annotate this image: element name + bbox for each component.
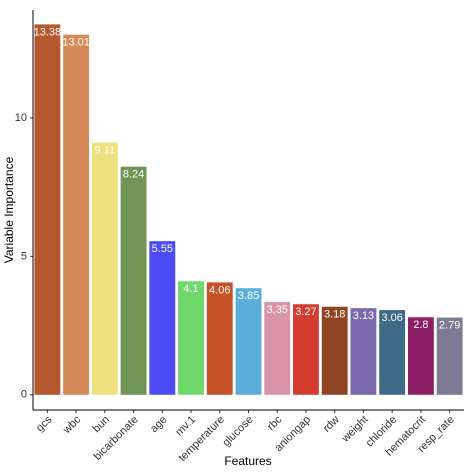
value-label: 3.35 [267, 304, 288, 316]
x-tick-label: glucose [220, 414, 255, 449]
value-label: 4.1 [183, 283, 198, 295]
x-tick-label: gcs [34, 413, 55, 434]
y-axis-title: Variable Importance [2, 156, 16, 263]
bar [321, 306, 348, 395]
bar [350, 308, 377, 395]
bar [436, 317, 463, 395]
y-tick-label: 10 [15, 112, 27, 124]
x-tick-label: mv.1 [173, 414, 198, 439]
value-label: 2.8 [413, 319, 428, 331]
y-tick-label: 5 [21, 250, 27, 262]
value-label: 9.11 [95, 145, 116, 157]
value-label: 4.06 [209, 284, 230, 296]
bar [264, 302, 291, 395]
bar [379, 310, 406, 395]
bar [63, 34, 90, 395]
x-tick-label: rbc [265, 413, 285, 433]
x-tick-label: wbc [60, 413, 83, 436]
bar [178, 281, 204, 395]
bar [149, 241, 176, 395]
x-tick-label: rdw [321, 414, 342, 435]
x-tick-label: bun [91, 414, 112, 435]
y-tick-label: 0 [21, 389, 27, 401]
value-label: 3.27 [295, 306, 316, 318]
bar [206, 282, 233, 395]
value-label: 8.24 [123, 169, 144, 181]
bar [120, 166, 147, 395]
bar [34, 24, 61, 395]
bar [91, 142, 118, 395]
x-tick-label: age [148, 414, 169, 435]
value-label: 3.18 [324, 309, 345, 321]
value-label: 13.38 [34, 26, 62, 38]
bar [293, 304, 319, 395]
value-label: 5.55 [152, 243, 173, 255]
bar [235, 288, 262, 395]
value-label: 3.13 [353, 310, 374, 322]
value-label: 13.01 [62, 37, 90, 49]
value-label: 3.85 [238, 290, 259, 302]
value-label: 2.79 [439, 319, 460, 331]
bar [407, 317, 434, 395]
value-label: 3.06 [381, 312, 402, 324]
x-axis-title: Features [224, 454, 271, 468]
